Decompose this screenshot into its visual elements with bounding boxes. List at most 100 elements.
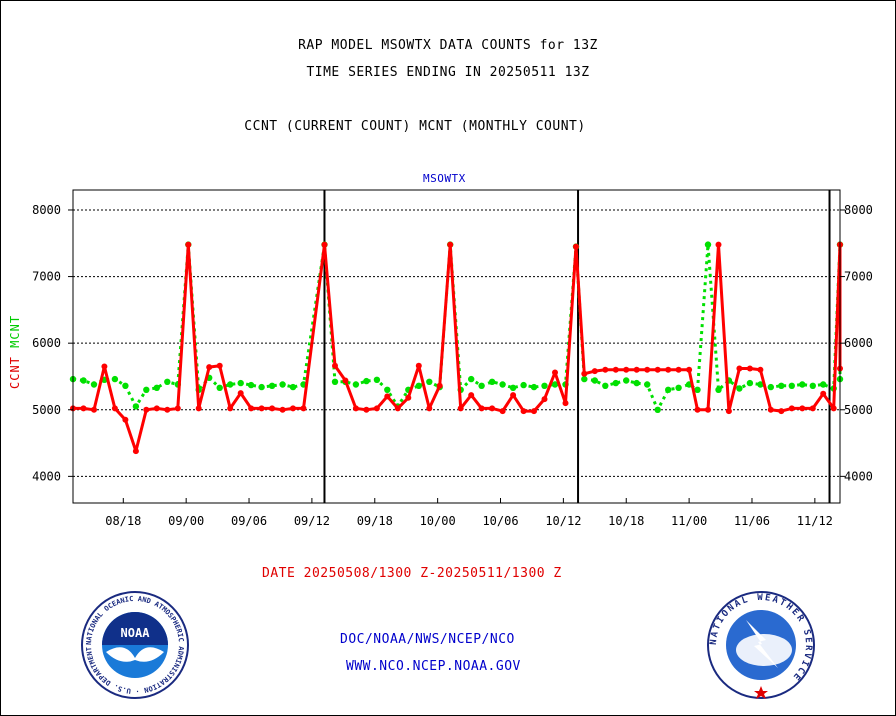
data-point-ccnt	[258, 405, 265, 412]
plot-frame	[72, 189, 841, 504]
axis-ticks: 4000 4000 5000 5000 6000 6000 7000 7000 8000 8000…	[32, 203, 873, 528]
data-point-mcnt	[746, 379, 754, 387]
data-point-mcnt	[530, 383, 538, 391]
data-point-mcnt	[591, 377, 598, 384]
data-point-ccnt	[746, 365, 753, 372]
nco-website-link[interactable]: WWW.NCO.NCEP.NOAA.GOV	[346, 659, 521, 674]
x-tick-label: 09/12	[294, 514, 330, 528]
data-point-mcnt	[820, 381, 827, 388]
data-point-mcnt	[153, 384, 160, 391]
data-point-ccnt	[143, 406, 150, 413]
data-point-mcnt	[736, 385, 743, 392]
data-point-mcnt	[415, 382, 422, 389]
y-tick-label-left: 6000	[32, 336, 61, 350]
data-point-ccnt	[725, 408, 732, 415]
data-point-ccnt	[809, 405, 816, 412]
data-point-ccnt	[111, 405, 118, 412]
data-point-ccnt	[164, 406, 171, 413]
data-point-mcnt	[644, 381, 651, 388]
data-point-mcnt	[509, 384, 517, 391]
x-tick-label: 09/18	[357, 514, 393, 528]
x-tick-label: 11/06	[734, 514, 770, 528]
data-point-ccnt	[654, 366, 661, 373]
data-point-ccnt	[174, 405, 181, 412]
data-point-ccnt	[384, 393, 391, 400]
data-point-mcnt	[289, 383, 297, 391]
data-point-mcnt	[247, 381, 255, 389]
data-point-mcnt	[694, 386, 701, 393]
data-point-ccnt	[342, 377, 349, 384]
data-point-ccnt	[591, 368, 598, 375]
data-point-ccnt	[799, 405, 806, 412]
data-point-ccnt	[468, 392, 475, 399]
data-point-mcnt	[788, 382, 795, 389]
nws-logo: NATIONAL WEATHER SERVICE	[707, 591, 815, 699]
y-tick-label-right: 7000	[844, 270, 873, 284]
day-boundaries	[323, 190, 831, 503]
data-point-ccnt	[237, 390, 244, 397]
data-point-ccnt	[426, 405, 433, 412]
data-point-ccnt	[415, 362, 422, 369]
data-point-mcnt	[143, 386, 150, 393]
data-point-ccnt	[665, 366, 672, 373]
data-point-mcnt	[654, 406, 661, 413]
data-point-ccnt	[820, 390, 827, 397]
data-point-mcnt	[488, 378, 496, 385]
data-point-ccnt	[520, 408, 527, 415]
data-point-mcnt	[809, 382, 816, 389]
data-point-mcnt	[757, 381, 764, 388]
data-point-ccnt	[457, 405, 464, 412]
data-point-mcnt	[80, 377, 87, 384]
data-point-mcnt	[778, 382, 785, 389]
chart-title-line2: TIME SERIES ENDING IN 20250511 13Z	[306, 65, 590, 80]
data-point-mcnt	[602, 382, 609, 389]
data-point-ccnt	[478, 405, 485, 412]
data-point-mcnt	[363, 377, 370, 385]
data-point-mcnt	[520, 381, 527, 389]
x-tick-label: 10/06	[482, 514, 518, 528]
noaa-logo-text: NOAA	[121, 626, 151, 640]
data-point-ccnt	[757, 366, 764, 373]
x-tick-label: 11/00	[671, 514, 707, 528]
data-point-ccnt	[101, 363, 108, 370]
data-point-ccnt	[830, 405, 837, 412]
data-point-ccnt	[321, 241, 328, 248]
data-point-mcnt	[258, 383, 265, 391]
data-point-ccnt	[80, 405, 87, 412]
data-point-ccnt	[352, 405, 359, 412]
data-point-ccnt	[788, 405, 795, 412]
data-point-ccnt	[602, 366, 609, 373]
y-tick-label-left: 4000	[32, 469, 61, 483]
data-point-ccnt	[612, 366, 619, 373]
data-point-ccnt	[644, 366, 651, 373]
data-point-ccnt	[499, 408, 506, 415]
data-point-mcnt	[279, 381, 286, 388]
data-point-mcnt	[551, 381, 559, 388]
data-point-mcnt	[612, 379, 619, 387]
x-tick-label: 08/18	[105, 514, 141, 528]
data-point-ccnt	[332, 362, 338, 369]
data-point-mcnt	[799, 381, 806, 388]
data-point-mcnt	[623, 377, 630, 384]
data-point-ccnt	[778, 408, 785, 415]
data-point-mcnt	[111, 375, 119, 383]
data-point-mcnt	[384, 386, 391, 393]
data-point-mcnt	[541, 382, 548, 389]
y-tick-label-right: 5000	[844, 403, 873, 417]
data-point-mcnt	[90, 381, 98, 388]
data-point-mcnt	[227, 381, 234, 388]
x-tick-label: 10/00	[420, 514, 456, 528]
data-point-mcnt	[581, 375, 588, 383]
data-point-ccnt	[633, 366, 640, 373]
x-tick-label: 10/12	[545, 514, 581, 528]
doc-noaa-link[interactable]: DOC/NOAA/NWS/NCEP/NCO	[340, 632, 515, 647]
data-point-ccnt	[623, 366, 630, 373]
data-point-mcnt	[132, 403, 140, 410]
data-point-ccnt	[206, 364, 213, 371]
data-point-ccnt	[132, 448, 139, 455]
data-point-mcnt	[499, 381, 506, 388]
data-point-mcnt	[633, 379, 640, 387]
data-point-ccnt	[767, 406, 774, 413]
x-tick-label: 11/12	[797, 514, 833, 528]
data-point-mcnt	[237, 379, 244, 387]
